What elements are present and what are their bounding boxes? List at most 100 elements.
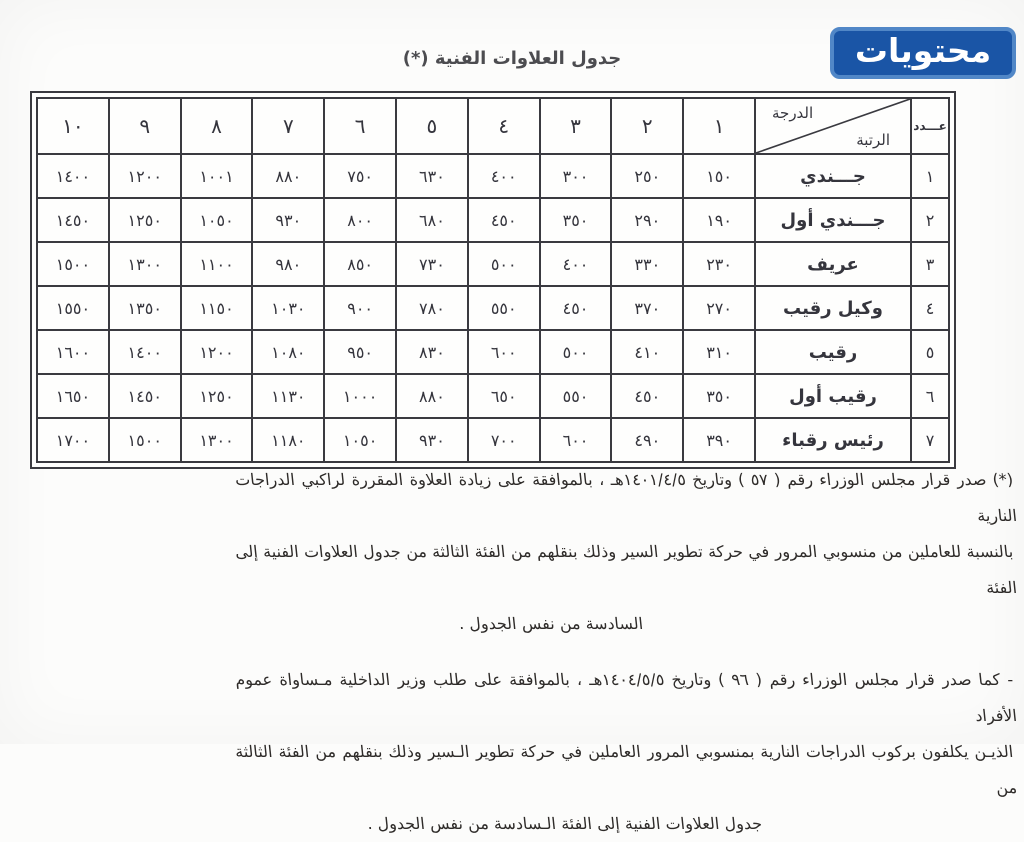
- value-cell: ٤٠٠: [466, 153, 541, 199]
- value-cell: ٣٥٠: [538, 197, 613, 243]
- footnote-2-line-3: جدول العلاوات الفنية إلى الفئة الـسادسة …: [366, 814, 763, 833]
- degree-header: ١: [682, 97, 756, 155]
- rank-cell: جـــندي: [754, 153, 912, 199]
- footnote-1-line-3: السادسة من نفس الجدول .: [457, 614, 644, 633]
- value-cell: ٧٨٠: [395, 285, 469, 331]
- muhtawiyat-logo: محتويات: [830, 27, 1016, 79]
- value-cell: ٩٥٠: [323, 329, 398, 375]
- rank-cell: رقيب أول: [754, 373, 912, 419]
- footnote-2-line-1: - كما صدر قرار مجلس الوزراء رقم ( ٩٦ ) و…: [234, 670, 1018, 725]
- table-row: ٥ رقيب ٣١٠ ٤١٠ ٥٠٠ ٦٠٠ ٨٣٠ ٩٥٠ ١٠٨٠ ١٢٠٠ ١٤٠٠ ١٦٠٠: [36, 329, 950, 375]
- value-cell: ٤٥٠: [610, 373, 685, 419]
- row-number-cell: ٧: [910, 417, 950, 463]
- degree-header: ٣: [538, 97, 613, 155]
- degree-header: ٨: [179, 97, 254, 155]
- table-row: ١ جـــندي ١٥٠ ٢٥٠ ٣٠٠ ٤٠٠ ٦٣٠ ٧٥٠ ٨٨٠ ١٠٠١ ١٢٠٠ ١٤٠…: [36, 153, 950, 199]
- value-cell: ٤١٠: [610, 329, 685, 375]
- value-cell: ٦٠٠: [538, 417, 613, 463]
- allowances-grid: عـــدد الدرجة الرتبة ١ ٢ ٣ ٤ ٥ ٦ ٧ ٨ ٩ ١٠ ١ جـــند…: [36, 97, 950, 463]
- value-cell: ١٠٨٠: [251, 329, 326, 375]
- value-cell: ١١٥٠: [179, 285, 254, 331]
- value-cell: ١٢٥٠: [107, 197, 182, 243]
- value-cell: ١٠٠٠: [323, 373, 398, 419]
- value-cell: ٣١٠: [682, 329, 756, 375]
- value-cell: ٦٠٠: [466, 329, 541, 375]
- grade-label: الدرجة: [772, 104, 814, 122]
- rank-cell: رقيب: [754, 329, 912, 375]
- value-cell: ٧٥٠: [323, 153, 398, 199]
- row-number-cell: ١: [910, 153, 950, 199]
- table-row: ٧ رئيس رقباء ٣٩٠ ٤٩٠ ٦٠٠ ٧٠٠ ٩٣٠ ١٠٥٠ ١١٨٠ ١٣٠٠ ١٥…: [36, 417, 950, 463]
- table-row: ٣ عريف ٢٣٠ ٣٣٠ ٤٠٠ ٥٠٠ ٧٣٠ ٨٥٠ ٩٨٠ ١١٠٠ ١٣٠٠ ١٥٠٠: [36, 241, 950, 287]
- value-cell: ١٩٠: [682, 197, 756, 243]
- value-cell: ٢٥٠: [610, 153, 685, 199]
- value-cell: ٤٥٠: [466, 197, 541, 243]
- value-cell: ٢٣٠: [682, 241, 756, 287]
- row-number-cell: ٥: [910, 329, 950, 375]
- value-cell: ١٥٠٠: [107, 417, 182, 463]
- value-cell: ٢٩٠: [610, 197, 685, 243]
- value-cell: ١٢٠٠: [179, 329, 254, 375]
- value-cell: ٩٣٠: [395, 417, 469, 463]
- value-cell: ١٠٠١: [179, 153, 254, 199]
- value-cell: ١٧٠٠: [36, 417, 110, 463]
- rank-cell: جـــندي أول: [754, 197, 912, 243]
- row-number-cell: ٦: [910, 373, 950, 419]
- value-cell: ١٥٠٠: [36, 241, 110, 287]
- value-cell: ٨٨٠: [251, 153, 326, 199]
- degree-header: ٤: [466, 97, 541, 155]
- value-cell: ٤٥٠: [538, 285, 613, 331]
- value-cell: ١٢٠٠: [107, 153, 182, 199]
- row-number-cell: ٢: [910, 197, 950, 243]
- degree-header: ٩: [107, 97, 182, 155]
- degree-header: ٥: [395, 97, 469, 155]
- degree-header: ١٠: [36, 97, 110, 155]
- table-row: ٢ جـــندي أول ١٩٠ ٢٩٠ ٣٥٠ ٤٥٠ ٦٨٠ ٨٠٠ ٩٣٠ ١٠٥٠ ١٢٥…: [36, 197, 950, 243]
- footnote-1-line-2: بالنسبة للعاملين من منسوبي المرور في حرك…: [234, 542, 1018, 597]
- footnotes: (*) صدر قرار مجلس الوزراء رقم ( ٥٧ ) وتا…: [234, 462, 1018, 842]
- value-cell: ٦٣٠: [395, 153, 469, 199]
- value-cell: ١٦٥٠: [36, 373, 110, 419]
- value-cell: ٩٠٠: [323, 285, 398, 331]
- value-cell: ٣٠٠: [538, 153, 613, 199]
- value-cell: ١٠٣٠: [251, 285, 326, 331]
- value-cell: ١٤٥٠: [36, 197, 110, 243]
- rank-cell: عريف: [754, 241, 912, 287]
- value-cell: ١٥٠: [682, 153, 756, 199]
- value-cell: ٩٣٠: [251, 197, 326, 243]
- value-cell: ١١٨٠: [251, 417, 326, 463]
- value-cell: ٥٠٠: [466, 241, 541, 287]
- value-cell: ١٤٠٠: [36, 153, 110, 199]
- value-cell: ٥٥٠: [466, 285, 541, 331]
- value-cell: ٦٨٠: [395, 197, 469, 243]
- value-cell: ١٠٥٠: [179, 197, 254, 243]
- row-number-cell: ٤: [910, 285, 950, 331]
- value-cell: ١٣٥٠: [107, 285, 182, 331]
- value-cell: ١٠٥٠: [323, 417, 398, 463]
- value-cell: ١٥٥٠: [36, 285, 110, 331]
- footnote-2-line-2: الذيـن يكلفون بركوب الدراجات النارية بمن…: [234, 742, 1018, 797]
- value-cell: ١٢٥٠: [179, 373, 254, 419]
- value-cell: ٥٠٠: [538, 329, 613, 375]
- row-number-cell: ٣: [910, 241, 950, 287]
- value-cell: ٨٠٠: [323, 197, 398, 243]
- footnote-1-line-1: (*) صدر قرار مجلس الوزراء رقم ( ٥٧ ) وتا…: [234, 470, 1018, 525]
- value-cell: ١٣٠٠: [179, 417, 254, 463]
- value-cell: ٧٠٠: [466, 417, 541, 463]
- logo-text: محتويات: [854, 31, 992, 70]
- rank-cell: وكيل رقيب: [754, 285, 912, 331]
- value-cell: ١٤٥٠: [107, 373, 182, 419]
- value-cell: ١١٠٠: [179, 241, 254, 287]
- value-cell: ٣٧٠: [610, 285, 685, 331]
- value-cell: ٨٣٠: [395, 329, 469, 375]
- diagonal-line: [756, 99, 910, 153]
- value-cell: ٨٨٠: [395, 373, 469, 419]
- value-cell: ١٦٠٠: [36, 329, 110, 375]
- degree-header: ٧: [251, 97, 326, 155]
- value-cell: ١٤٠٠: [107, 329, 182, 375]
- rank-cell: رئيس رقباء: [754, 417, 912, 463]
- value-cell: ٩٨٠: [251, 241, 326, 287]
- value-cell: ٤٩٠: [610, 417, 685, 463]
- degree-header: ٢: [610, 97, 685, 155]
- count-header: عـــدد: [910, 97, 950, 155]
